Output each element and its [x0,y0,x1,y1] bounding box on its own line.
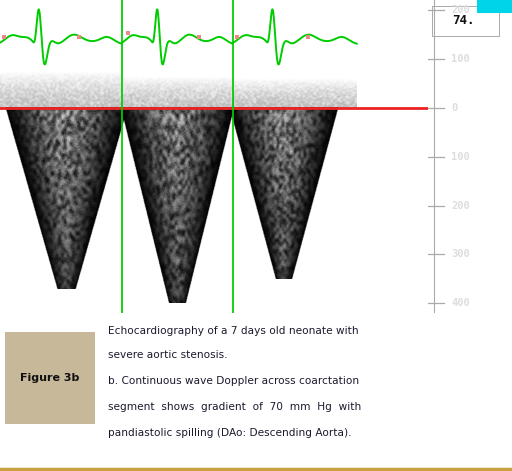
Text: 100: 100 [451,54,470,64]
Text: 200: 200 [451,5,470,15]
Text: 74.: 74. [452,15,474,27]
Text: segment  shows  gradient  of  70  mm  Hg  with: segment shows gradient of 70 mm Hg with [108,402,361,412]
Bar [5,332,95,424]
Text: 200: 200 [451,201,470,211]
Text: 100: 100 [451,152,470,162]
Text: 400: 400 [451,299,470,309]
Bar [432,6,499,36]
Text: Figure 3b: Figure 3b [20,373,79,383]
Text: Echocardiography of a 7 days old neonate with: Echocardiography of a 7 days old neonate… [108,326,358,336]
Text: pandiastolic spilling (DAo: Descending Aorta).: pandiastolic spilling (DAo: Descending A… [108,429,351,439]
Text: 300: 300 [451,250,470,260]
Text: b. Continuous wave Doppler across coarctation: b. Continuous wave Doppler across coarct… [108,376,358,386]
Text: severe aortic stenosis.: severe aortic stenosis. [108,349,227,359]
Text: 0: 0 [451,103,457,113]
Bar [477,0,512,14]
